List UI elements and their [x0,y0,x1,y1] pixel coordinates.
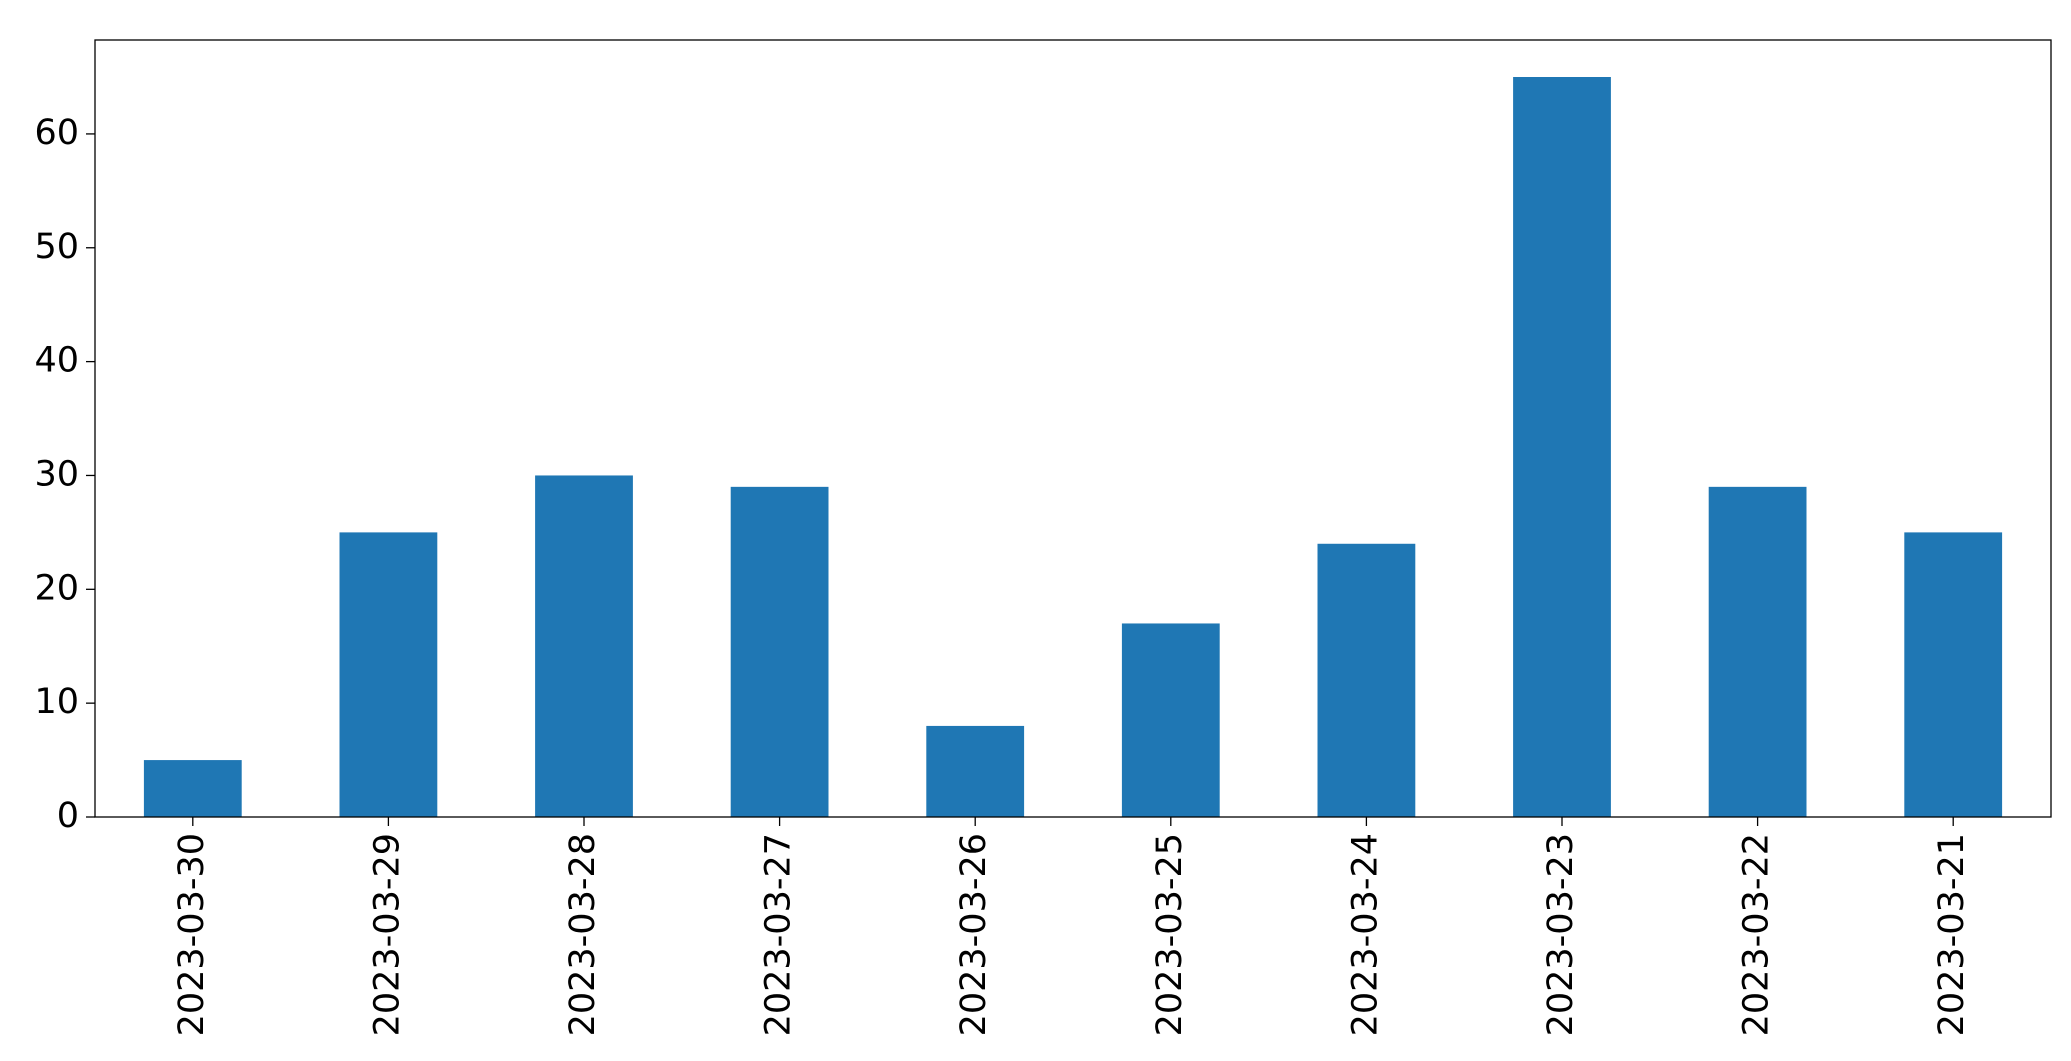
x-tick-label: 2023-03-30 [172,833,212,1036]
bar [730,486,829,817]
x-tick-label: 2023-03-28 [563,833,603,1036]
y-tick-label: 60 [34,113,79,153]
x-tick-label: 2023-03-25 [1150,833,1190,1036]
x-tick-label: 2023-03-27 [759,833,799,1036]
y-tick-label: 0 [57,796,79,836]
x-tick-label: 2023-03-24 [1345,833,1385,1036]
bar [143,760,242,817]
bar [1708,486,1807,817]
x-tick-label: 2023-03-22 [1737,833,1777,1036]
bar [1904,532,2003,817]
y-tick-label: 40 [34,341,79,381]
y-tick-label: 20 [34,568,79,608]
x-tick-label: 2023-03-23 [1541,833,1581,1036]
y-tick-label: 30 [34,454,79,494]
x-tick-label: 2023-03-26 [954,833,994,1036]
bar [1513,77,1611,817]
bar [535,475,633,817]
bar [339,532,438,817]
y-tick-label: 50 [34,227,79,267]
bar [926,725,1025,817]
bar [1121,623,1220,817]
bar [1317,543,1416,817]
y-tick-label: 10 [34,682,79,722]
x-tick-label: 2023-03-29 [367,833,407,1036]
x-tick-label: 2023-03-21 [1932,833,1972,1036]
plot-frame [94,39,2052,818]
